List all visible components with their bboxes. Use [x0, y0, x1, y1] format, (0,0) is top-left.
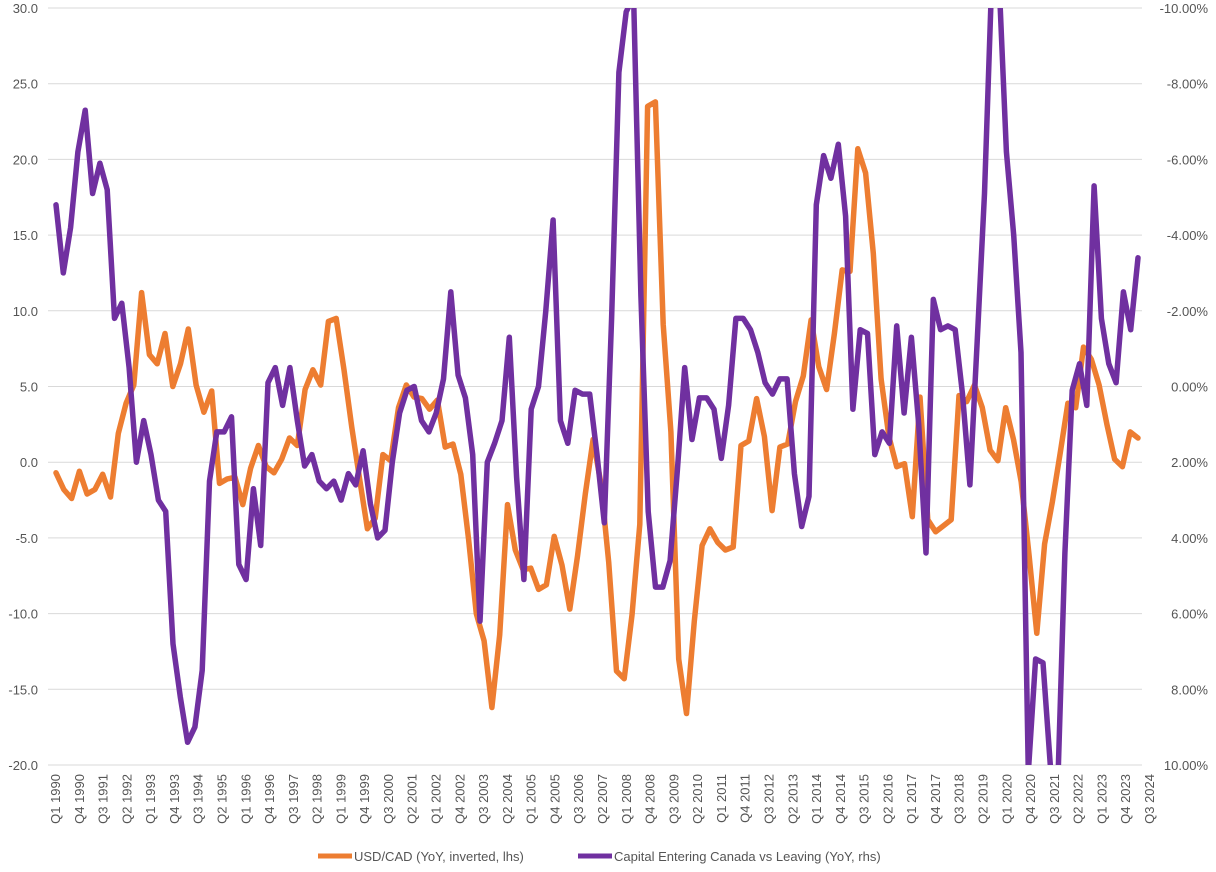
right-tick-label: 0.00%	[1171, 380, 1208, 395]
x-tick-label: Q2 2007	[595, 774, 610, 824]
x-tick-label: Q4 2014	[833, 774, 848, 824]
x-tick-label: Q3 2015	[857, 774, 872, 824]
x-tick-label: Q4 1990	[72, 774, 87, 824]
x-tick-label: Q1 2014	[809, 774, 824, 824]
gridlines	[48, 7, 1142, 766]
left-tick-label: 20.0	[13, 152, 38, 167]
x-tick-label: Q3 2009	[666, 774, 681, 824]
x-tick-label: Q4 2017	[928, 774, 943, 824]
x-tick-label: Q1 1990	[48, 774, 63, 824]
x-tick-label: Q2 1992	[119, 774, 134, 824]
x-tick-label: Q4 1993	[167, 774, 182, 824]
x-tick-label: Q1 2005	[524, 774, 539, 824]
x-tick-label: Q1 2008	[619, 774, 634, 824]
x-tick-label: Q2 2019	[976, 774, 991, 824]
right-tick-label: -10.00%	[1160, 1, 1209, 16]
left-tick-label: 15.0	[13, 228, 38, 243]
x-tick-label: Q4 1999	[357, 774, 372, 824]
x-tick-label: Q2 1995	[214, 774, 229, 824]
right-axis-ticks: -10.00% -8.00% -6.00% -4.00% -2.00% 0.00% 2.00…	[1160, 1, 1209, 773]
left-tick-label: -20.0	[8, 758, 38, 773]
left-tick-label: -10.0	[8, 607, 38, 622]
x-tick-label: Q3 2024	[1142, 774, 1157, 824]
x-tick-label: Q1 1999	[333, 774, 348, 824]
x-tick-label: Q4 2020	[1023, 774, 1038, 824]
x-tick-label: Q3 2006	[571, 774, 586, 824]
x-tick-label: Q4 2011	[738, 774, 753, 823]
x-tick-label: Q3 2021	[1047, 774, 1062, 824]
x-tick-label: Q1 2023	[1094, 774, 1109, 824]
x-tick-label: Q2 2013	[785, 774, 800, 824]
x-tick-label: Q1 1996	[238, 774, 253, 824]
right-tick-label: 8.00%	[1171, 682, 1208, 697]
right-tick-label: -6.00%	[1167, 152, 1209, 167]
left-tick-label: 25.0	[13, 77, 38, 92]
series-line-capital-flows	[53, 8, 1141, 765]
chart-legend: USD/CAD (YoY, inverted, lhs) Capital Ent…	[318, 849, 881, 864]
x-tick-label: Q4 2008	[643, 774, 658, 824]
x-tick-label: Q2 2001	[405, 774, 420, 824]
right-tick-label: -2.00%	[1167, 304, 1209, 319]
x-tick-label: Q4 2023	[1118, 774, 1133, 824]
left-axis-ticks: 30.0 25.0 20.0 15.0 10.0 5.0 0.0 -5.0 -10.0 -15.0…	[8, 1, 38, 773]
x-tick-label: Q3 1994	[191, 774, 206, 824]
right-tick-label: -8.00%	[1167, 77, 1209, 92]
x-tick-label: Q3 2003	[476, 774, 491, 824]
legend-label-capital-flows: Capital Entering Canada vs Leaving (YoY,…	[614, 849, 881, 864]
x-tick-label: Q2 1998	[310, 774, 325, 824]
x-tick-label: Q1 2017	[904, 774, 919, 824]
x-tick-label: Q2 2016	[880, 774, 895, 824]
right-tick-label: 2.00%	[1171, 455, 1208, 470]
left-tick-label: 10.0	[13, 304, 38, 319]
right-tick-label: 4.00%	[1171, 531, 1208, 546]
right-tick-label: -4.00%	[1167, 228, 1209, 243]
legend-label-usdcad: USD/CAD (YoY, inverted, lhs)	[354, 849, 524, 864]
x-tick-label: Q1 2002	[429, 774, 444, 824]
x-tick-label: Q1 1993	[143, 774, 158, 824]
x-tick-label: Q2 2022	[1071, 774, 1086, 824]
x-tick-label: Q4 2005	[547, 774, 562, 824]
x-axis-ticks: Q1 1990 Q4 1990 Q3 1991 Q2 1992 Q1 1993 Q4 19…	[48, 774, 1157, 824]
x-tick-label: Q4 2002	[452, 774, 467, 824]
x-tick-label: Q3 2000	[381, 774, 396, 824]
left-tick-label: 5.0	[20, 380, 38, 395]
x-tick-label: Q4 1996	[262, 774, 277, 824]
series-lines	[53, 8, 1141, 765]
x-tick-label: Q2 2010	[690, 774, 705, 824]
left-tick-label: -5.0	[16, 531, 38, 546]
x-tick-label: Q2 2004	[500, 774, 515, 824]
x-tick-label: Q1 2020	[999, 774, 1014, 824]
x-tick-label: Q3 2012	[761, 774, 776, 824]
left-tick-label: 30.0	[13, 1, 38, 16]
x-tick-label: Q3 1997	[286, 774, 301, 824]
right-tick-label: 10.00%	[1164, 758, 1209, 773]
left-tick-label: -15.0	[8, 682, 38, 697]
left-tick-label: 0.0	[20, 455, 38, 470]
right-tick-label: 6.00%	[1171, 607, 1208, 622]
x-tick-label: Q3 1991	[96, 774, 111, 824]
x-tick-label: Q1 2011	[714, 774, 729, 823]
x-tick-label: Q3 2018	[952, 774, 967, 824]
